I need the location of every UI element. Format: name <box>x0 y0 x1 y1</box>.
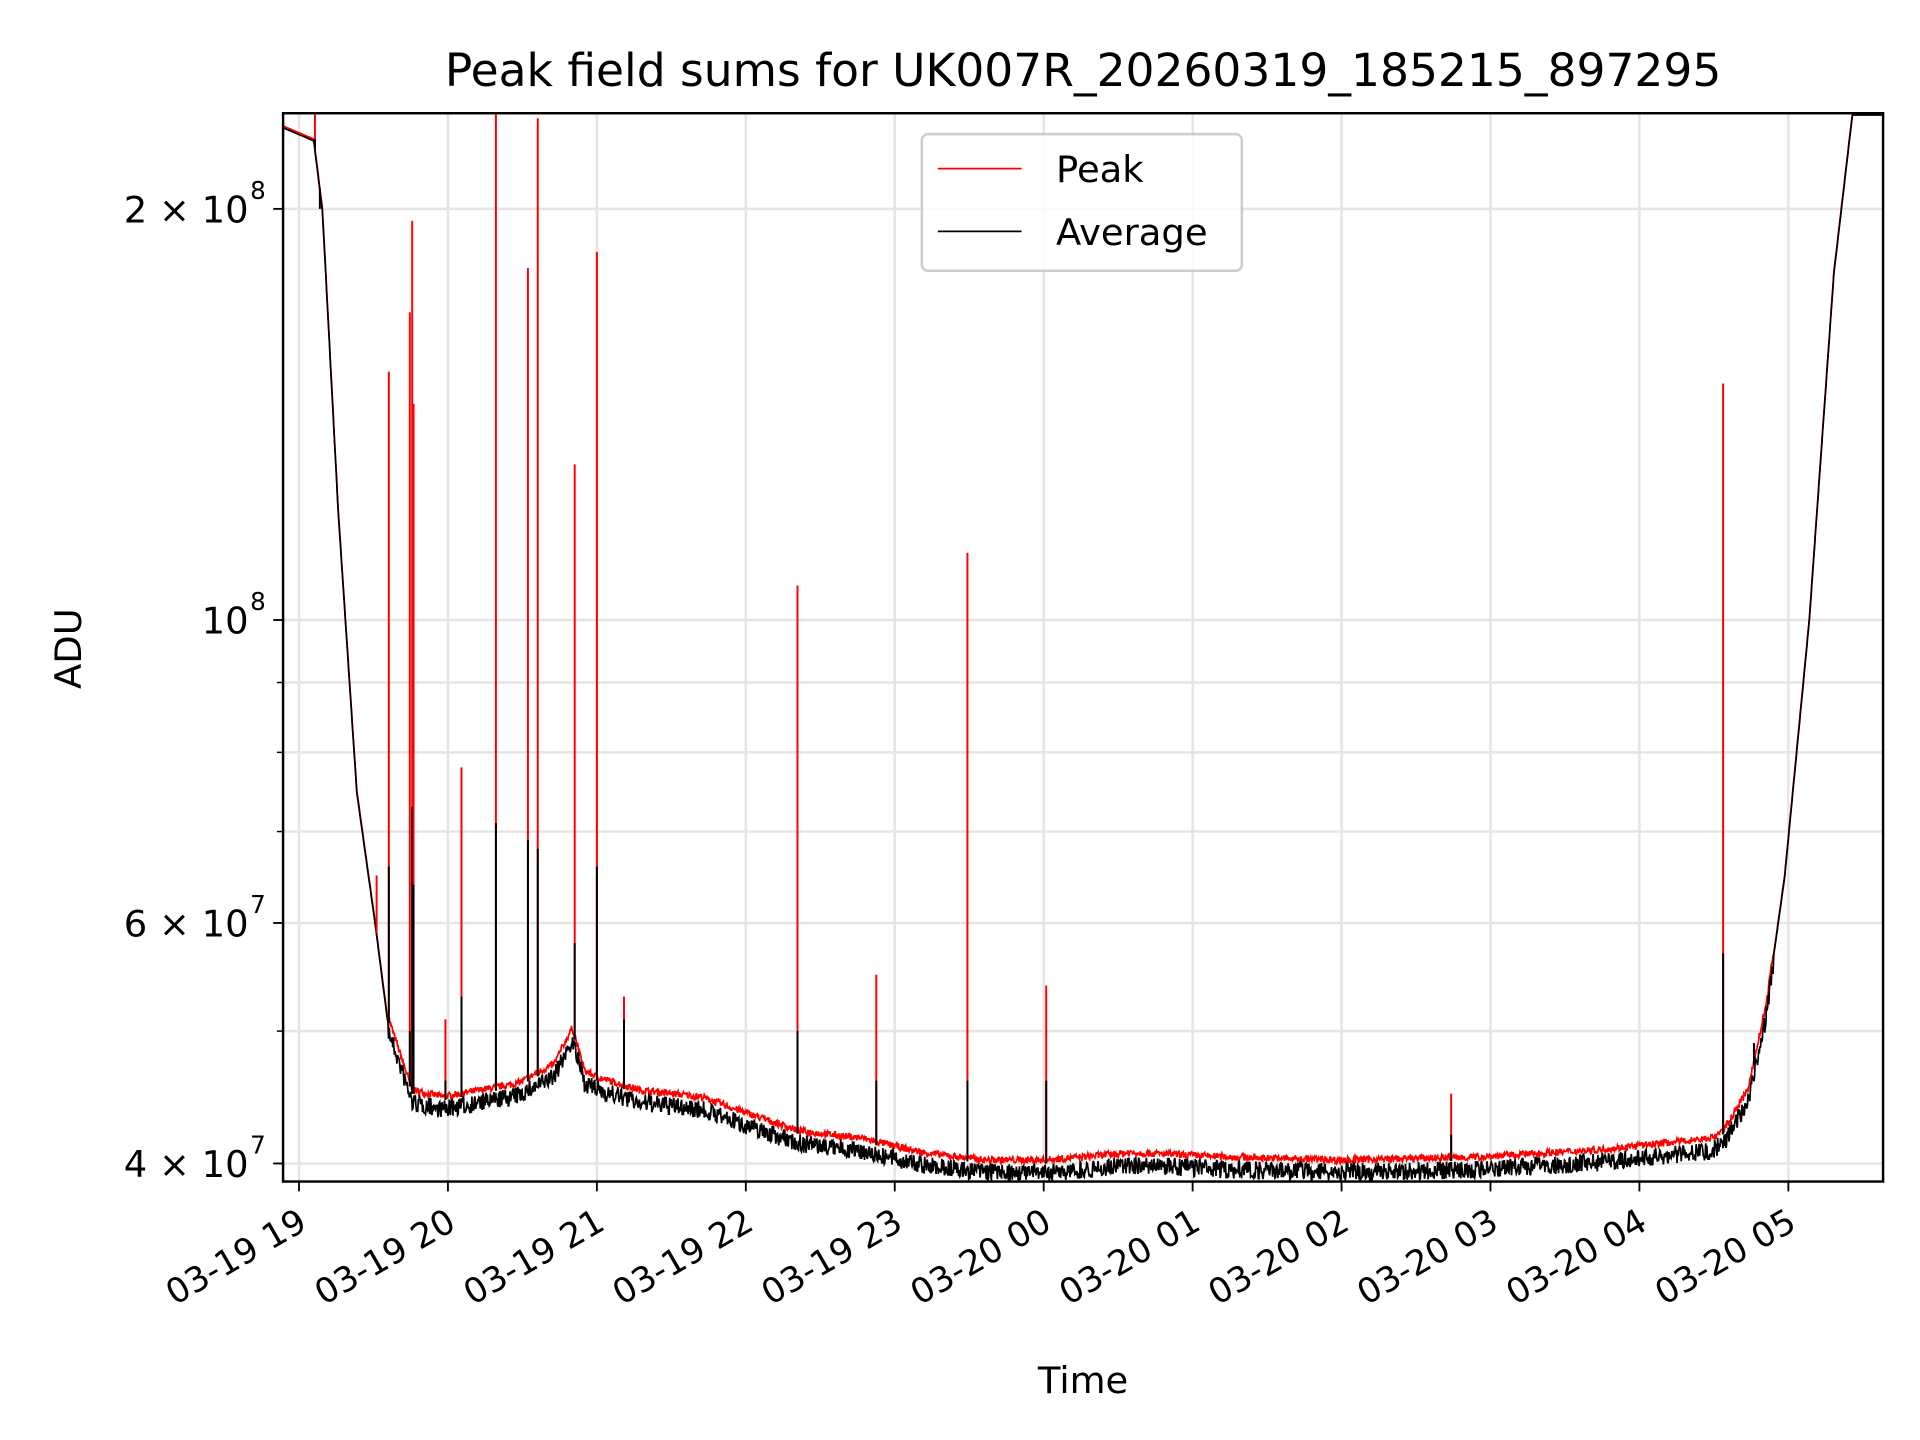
y-axis-label: ADU <box>47 608 90 689</box>
x-tick-label: 03-20 04 <box>1500 1201 1654 1313</box>
y-tick-base: 6 × 10 <box>124 903 249 946</box>
y-tick-label: 4 × 10 <box>124 1143 249 1186</box>
y-tick-exponent: 7 <box>250 1131 266 1160</box>
x-tick-label: 03-19 20 <box>308 1201 462 1313</box>
chart-title: Peak field sums for UK007R_20260319_1852… <box>445 44 1721 97</box>
y-tick-exponent: 8 <box>250 587 266 616</box>
plot-area <box>282 112 1883 1183</box>
y-tick-base: 10 <box>202 600 249 643</box>
legend-peak-label: Peak <box>1056 148 1144 191</box>
y-tick-base: 4 × 10 <box>124 1143 249 1186</box>
x-tick-label: 03-19 21 <box>457 1201 611 1313</box>
y-axis: 4 × 10 76 × 10 710 82 × 10 8 <box>124 176 284 1186</box>
y-tick-exponent: 7 <box>250 890 266 919</box>
legend: Peak Average <box>920 132 1244 272</box>
grid <box>283 113 1884 1182</box>
legend-average-label: Average <box>1056 211 1208 254</box>
x-tick-label: 03-20 05 <box>1649 1201 1803 1313</box>
plot-frame <box>281 112 1885 1183</box>
x-tick-label: 03-20 03 <box>1351 1201 1505 1313</box>
x-tick-label: 03-19 22 <box>606 1201 760 1313</box>
x-axis-label: Time <box>1037 1359 1128 1402</box>
y-tick-base: 2 × 10 <box>124 188 249 231</box>
x-tick-label: 03-20 01 <box>1053 1201 1207 1313</box>
average-series-line <box>282 114 1883 1183</box>
y-tick-label: 6 × 10 <box>124 903 249 946</box>
x-tick-label: 03-19 23 <box>755 1201 909 1313</box>
x-tick-label: 03-19 19 <box>159 1201 313 1313</box>
x-tick-label: 03-20 00 <box>904 1201 1058 1313</box>
y-tick-exponent: 8 <box>250 176 266 205</box>
y-tick-label: 2 × 10 <box>124 188 249 231</box>
x-tick-label: 03-20 02 <box>1202 1201 1356 1313</box>
peak-series-line <box>282 112 1883 1167</box>
y-tick-label: 10 <box>202 600 249 643</box>
